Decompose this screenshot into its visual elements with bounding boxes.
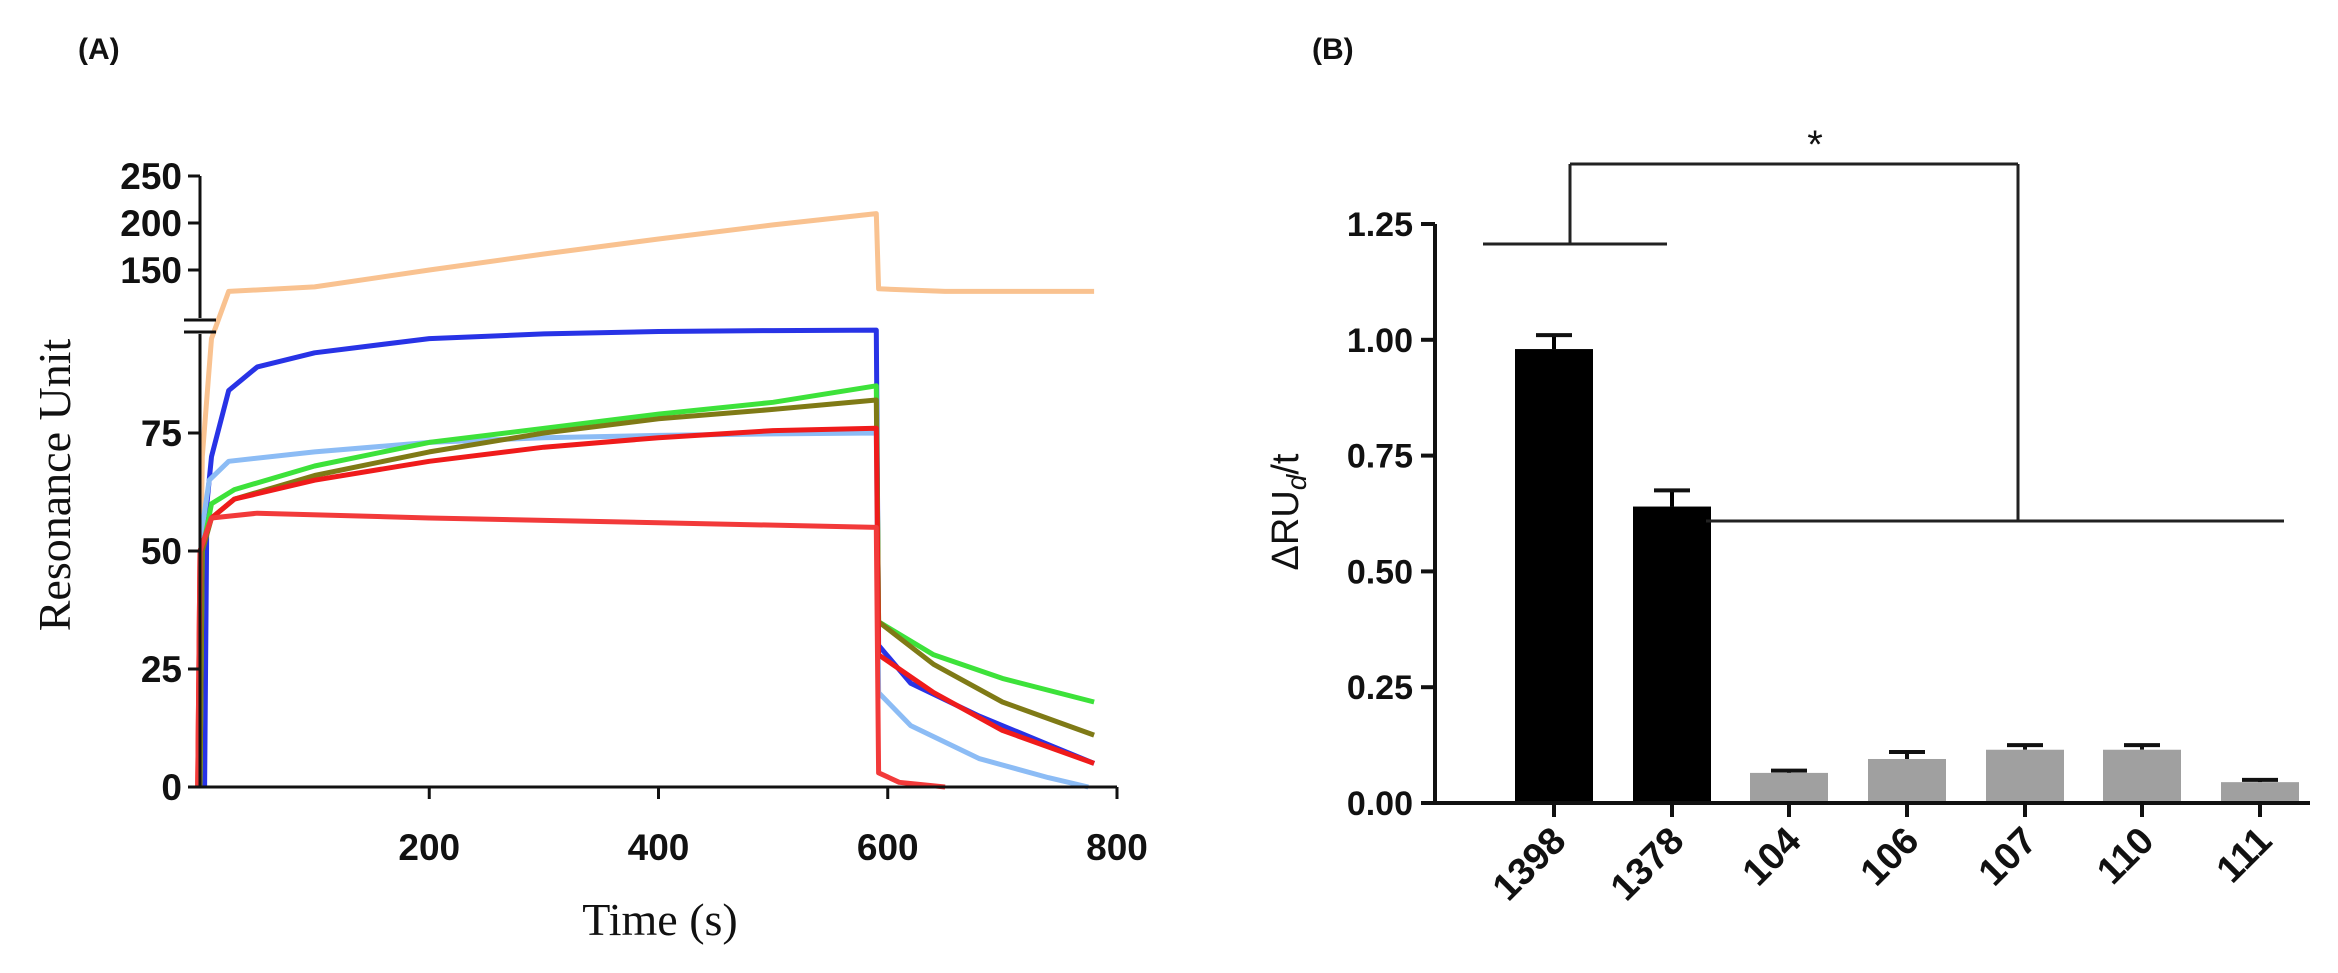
y-tick-label: 0	[161, 767, 182, 808]
bar-1398	[1515, 349, 1593, 803]
bar-y-tick-label: 0.75	[1347, 438, 1413, 476]
y-title-tail: /t	[1265, 453, 1307, 475]
significance-bracket: *	[1483, 123, 2284, 523]
bar-106	[1868, 758, 1946, 803]
category-label: 111	[2209, 820, 2281, 892]
x-tick-label: 400	[628, 827, 690, 868]
series-line-blue	[202, 327, 1096, 788]
panel-a-label: (A)	[78, 33, 120, 66]
bar-1378	[1633, 506, 1711, 803]
bar-y-axis-title: ΔRUd/t	[1265, 453, 1312, 570]
y-title-subscript: d	[1281, 473, 1312, 490]
series-line-olive	[197, 397, 1095, 788]
bar-107	[1986, 749, 2064, 803]
sensorgram-chart: 0 25 50 75 150 200 250 200 400 600 800 Time (s) Re…	[29, 156, 1148, 945]
bar-y-tick-label: 0.00	[1347, 785, 1413, 823]
series-line-peach	[195, 211, 1095, 788]
bar-chart: 0.00 0.25 0.50 0.75 1.00 1.25 1398 1378 104 106 10…	[1265, 123, 2310, 909]
bar-y-tick-label: 1.00	[1347, 322, 1413, 360]
panel-b-label: (B)	[1312, 33, 1354, 66]
significance-star: *	[1807, 123, 1823, 167]
x-tick-label: 200	[398, 827, 460, 868]
bar-y-tick-label: 0.25	[1347, 669, 1413, 707]
sensorgram-series-group	[195, 211, 1096, 790]
category-label: 104	[1735, 820, 1810, 895]
sensorgram-axes: 0 25 50 75 150 200 250 200 400 600 800	[120, 156, 1148, 868]
y-tick-label: 50	[141, 531, 182, 572]
bar-111	[2221, 782, 2299, 803]
x-tick-label: 800	[1086, 827, 1148, 868]
y-tick-label: 75	[141, 413, 182, 454]
y-axis-title: Resonance Unit	[29, 339, 80, 632]
y-title-main: ΔRU	[1265, 490, 1307, 570]
y-tick-label: 150	[120, 250, 182, 291]
category-label: 107	[1971, 820, 2046, 895]
y-tick-label: 200	[120, 203, 182, 244]
series-line-green	[197, 383, 1095, 788]
category-label: 1398	[1485, 820, 1574, 909]
series-line-red	[195, 425, 1095, 788]
bar-group	[1515, 333, 2299, 803]
bar-104	[1750, 772, 1828, 803]
bar-110	[2103, 749, 2181, 803]
bar-axes: 0.00 0.25 0.50 0.75 1.00 1.25 1398 1378 104 106 10…	[1347, 206, 2310, 909]
category-label: 110	[2089, 820, 2162, 893]
series-line-bright-red	[195, 510, 946, 790]
category-label: 1378	[1603, 820, 1692, 909]
category-label: 106	[1853, 820, 1928, 895]
x-axis-title: Time (s)	[582, 894, 738, 945]
y-tick-label: 25	[141, 649, 182, 690]
x-tick-label: 600	[857, 827, 919, 868]
series-line-light-blue	[197, 430, 1089, 790]
bar-y-tick-label: 0.50	[1347, 553, 1413, 591]
bar-y-tick-label: 1.25	[1347, 206, 1413, 244]
y-tick-label: 250	[120, 156, 182, 197]
